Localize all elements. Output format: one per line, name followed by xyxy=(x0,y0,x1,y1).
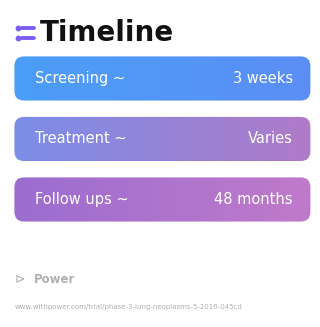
Text: www.withpower.com/trial/phase-3-lung-neoplasms-5-2016-045cd: www.withpower.com/trial/phase-3-lung-neo… xyxy=(14,304,242,310)
Text: Treatment ~: Treatment ~ xyxy=(35,131,127,146)
Text: ⊳: ⊳ xyxy=(14,273,25,286)
Text: Power: Power xyxy=(34,273,75,286)
Text: Timeline: Timeline xyxy=(40,19,174,47)
Text: Varies: Varies xyxy=(248,131,293,146)
Text: Screening ~: Screening ~ xyxy=(35,71,125,86)
Text: Follow ups ~: Follow ups ~ xyxy=(35,192,129,207)
Text: 3 weeks: 3 weeks xyxy=(233,71,293,86)
Text: 48 months: 48 months xyxy=(214,192,293,207)
